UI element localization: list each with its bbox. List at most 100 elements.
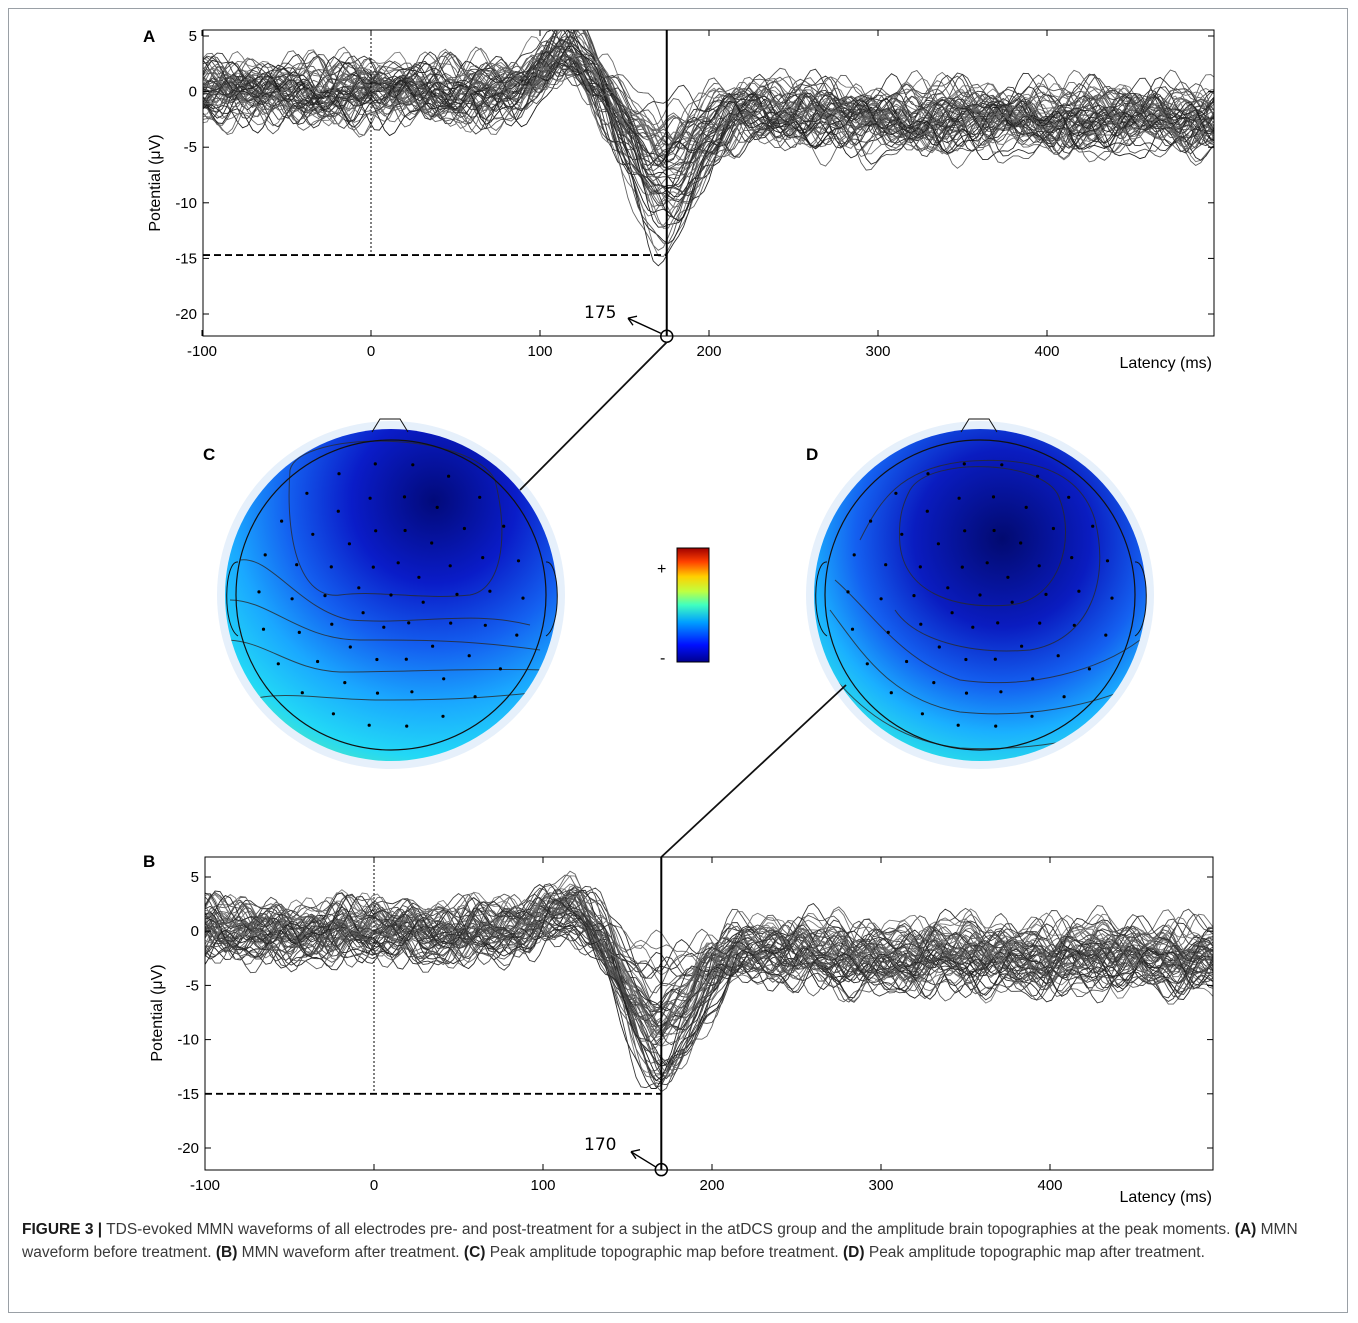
electrode-dot [1062,695,1066,699]
electrode-dot [1091,524,1095,528]
electrode-dot [1019,541,1023,545]
electrode-dot [343,681,347,685]
electrode-dot [978,593,982,597]
electrode-dot [280,519,284,523]
panel-a-axis-ticks: -100 0 100 200 300 400 5 0 -5 -10 -15 -20 [175,28,1214,360]
electrode-dot [455,592,459,597]
peak-arrowhead [630,1148,641,1160]
waveform-trace [203,53,1214,251]
y-tick-label: 0 [189,84,197,101]
electrode-dot [329,565,333,569]
electrode-dot [368,496,372,500]
electrode-dot [375,691,380,695]
electrode-dot [912,594,916,598]
panel-b-ylabel: Potential (μV) [149,964,166,1061]
panel-d-left-ear [815,561,828,637]
electrode-dot [374,529,378,533]
electrode-dot [985,561,989,565]
waveform-trace [203,58,1214,197]
electrode-dot [515,633,519,637]
electrode-dot [311,532,315,536]
electrode-dot [992,528,996,533]
connector-a-to-c [519,341,668,491]
electrode-dot [950,611,954,615]
x-tick-label: 200 [696,343,721,360]
electrode-dot [410,690,414,694]
x-tick-label: 100 [530,1177,555,1194]
electrode-dot [257,590,261,594]
x-tick-label: -100 [190,1177,220,1194]
waveform-trace [203,30,1214,163]
electrode-dot [488,589,492,593]
caption-a-text: MMN waveform before treatment. [22,1221,1298,1261]
electrode-dot [417,575,421,579]
electrode-dot [276,662,280,666]
panel-d-right-ear [1134,561,1147,637]
electrode-dot [396,561,400,565]
electrode-dot [263,553,267,557]
panel-a-ylabel: Potential (μV) [147,134,164,231]
panel-d-electrodes [846,462,1114,728]
electrode-dot [963,529,967,533]
caption-intro: TDS-evoked MMN waveforms of all electrod… [102,1221,1235,1238]
waveform-trace [203,62,1214,219]
panel-d-head-outline [824,439,1136,751]
colorbar-gradient [676,547,710,663]
figure-caption: FIGURE 3 | TDS-evoked MMN waveforms of a… [22,1218,1337,1264]
electrode-dot [889,691,893,695]
electrode-dot [1056,654,1060,658]
y-tick-label: -20 [177,1140,199,1157]
electrode-dot [323,594,327,598]
electrode-dot [442,677,446,681]
electrode-dot [411,463,415,467]
electrode-dot [999,690,1003,694]
panel-c-nose [371,418,409,433]
electrode-dot [367,723,371,727]
panel-a-traces [203,30,1214,267]
electrode-dot [336,509,340,513]
electrode-dot [357,586,361,590]
panel-c-left-ear [226,561,239,637]
electrode-dot [964,657,968,662]
electrode-dot [348,645,352,649]
waveform-trace [203,50,1214,164]
peak-connectors [519,341,847,858]
waveform-trace [203,52,1214,178]
panel-a-label: A [143,27,155,46]
panel-c-head-outline [235,439,547,751]
x-tick-label: 400 [1037,1177,1062,1194]
panel-b-peak-latency: 170 [584,1135,616,1155]
y-tick-label: -15 [177,1086,199,1103]
figure-frame [8,8,1348,1313]
x-tick-label: 300 [865,343,890,360]
electrode-dot [957,496,961,500]
electrode-dot [846,590,850,594]
y-tick-label: 5 [191,869,199,886]
electrode-dot [421,600,425,604]
electrode-dot [964,691,969,695]
electrode-dot [937,645,941,649]
electrode-dot [498,667,502,671]
electrode-dot [462,526,466,531]
electrode-dot [886,630,890,635]
electrode-dot [900,532,904,536]
waveform-trace [205,899,1213,1067]
electrode-dot [869,519,873,523]
electrode-dot [996,621,1000,625]
electrode-dot [1010,600,1014,604]
electrode-dot [879,597,883,601]
electrode-dot [993,657,997,661]
x-tick-label: 300 [868,1177,893,1194]
electrode-dot [884,563,888,567]
x-tick-label: 400 [1034,343,1059,360]
electrode-dot [1031,677,1035,681]
electrode-dot [478,495,482,499]
waveform-trace [203,53,1214,205]
waveform-trace [205,891,1213,1013]
caption-figure-label: FIGURE 3 | [22,1221,103,1238]
panel-c-right-ear [545,561,558,637]
electrode-dot [1070,556,1074,560]
caption-a-tag: (A) [1234,1221,1257,1238]
electrode-dot [389,593,393,597]
